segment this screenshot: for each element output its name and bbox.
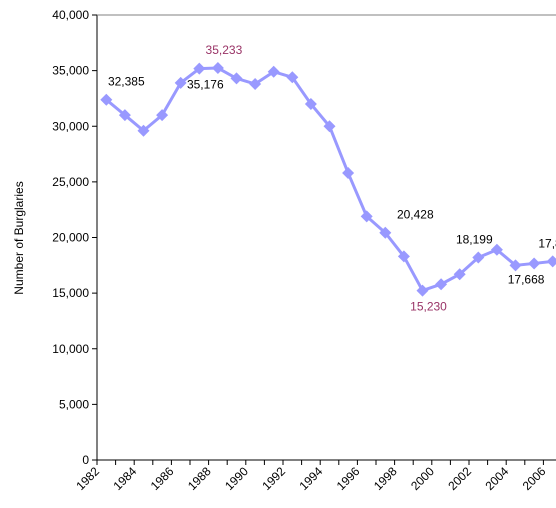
- marker: [137, 124, 150, 137]
- x-tick-label: 1994: [297, 464, 326, 493]
- data-label: 18,199: [456, 233, 493, 247]
- x-tick-label: 1984: [111, 464, 140, 493]
- data-label: 35,233: [206, 43, 243, 57]
- data-label: 20,428: [397, 208, 434, 222]
- marker: [211, 62, 224, 75]
- marker: [453, 268, 466, 281]
- marker: [360, 210, 373, 223]
- marker: [230, 72, 243, 85]
- marker: [118, 109, 131, 122]
- x-tick-label: 2000: [408, 464, 437, 493]
- y-tick-label: 30,000: [52, 119, 89, 133]
- marker: [193, 62, 206, 75]
- data-label: 17,668: [508, 272, 545, 286]
- marker: [304, 98, 317, 110]
- y-tick-label: 0: [82, 453, 89, 467]
- x-tick-label: 1986: [148, 464, 177, 493]
- marker: [416, 284, 429, 297]
- marker: [156, 109, 169, 122]
- marker: [379, 226, 392, 239]
- marker: [342, 166, 355, 179]
- y-tick-label: 5,000: [59, 397, 89, 411]
- x-tick-label: 1998: [371, 464, 400, 493]
- x-tick-label: 1982: [73, 464, 102, 493]
- data-label: 17,855: [538, 236, 556, 250]
- marker: [249, 77, 262, 90]
- x-tick-label: 2002: [445, 464, 474, 493]
- marker: [490, 243, 503, 256]
- marker: [397, 250, 410, 263]
- y-tick-label: 35,000: [52, 64, 89, 78]
- x-tick-label: 2006: [520, 464, 549, 493]
- marker: [267, 65, 280, 78]
- line: [105, 66, 553, 293]
- x-tick-label: 2004: [483, 464, 512, 493]
- y-tick-label: 10,000: [52, 342, 89, 356]
- data-label: 32,385: [108, 75, 145, 89]
- x-tick-label: 1992: [259, 464, 288, 493]
- y-axis-label: Number of Burglaries: [12, 181, 26, 294]
- y-tick-label: 40,000: [52, 8, 89, 22]
- marker: [286, 71, 299, 84]
- marker: [472, 251, 485, 264]
- y-tick-label: 15,000: [52, 286, 89, 300]
- x-tick-label: 1988: [185, 464, 214, 493]
- marker: [435, 278, 448, 291]
- x-tick-label: 1996: [334, 464, 363, 493]
- marker: [100, 93, 113, 106]
- marker: [509, 259, 522, 272]
- y-tick-label: 20,000: [52, 231, 89, 245]
- data-label: 35,176: [187, 78, 224, 92]
- marker: [528, 257, 541, 270]
- y-tick-label: 25,000: [52, 175, 89, 189]
- x-tick-label: 1990: [222, 464, 251, 493]
- data-label: 15,230: [410, 300, 447, 314]
- marker: [174, 76, 187, 89]
- marker: [323, 120, 336, 133]
- marker: [546, 255, 556, 268]
